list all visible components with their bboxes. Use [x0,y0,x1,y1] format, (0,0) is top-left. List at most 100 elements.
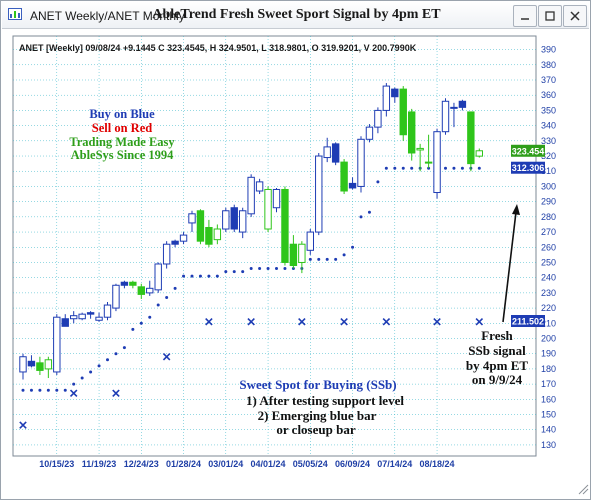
candle [467,111,475,172]
candle-body [247,176,255,215]
candle-body [416,147,424,151]
x-marker-stroke [433,318,441,326]
candle [475,148,484,158]
x-marker-stroke [247,318,255,326]
legend-buy: Buy on Blue [89,107,155,121]
x-marker [19,421,27,429]
signal-arrow-line [502,211,517,323]
resize-grip[interactable] [578,484,589,495]
legend-trading: Trading Made Easy [69,135,175,149]
candle-body [27,360,36,367]
y-tick-label: 300 [541,181,556,191]
ohlc-info-line: ANET [Weekly] 09/08/24 +9.1445 C 323.454… [19,43,417,53]
y-tick-label: 330 [541,136,556,146]
y-tick-label: 230 [541,288,556,298]
stop-dot [275,267,278,271]
candle-body [281,188,289,263]
candle [171,239,179,248]
minimize-icon [521,18,529,20]
close-icon [570,11,580,21]
minimize-button[interactable] [513,5,537,27]
candle [281,186,289,266]
stop-dot [283,267,287,271]
x-marker-stroke [475,318,484,326]
x-markers [19,318,526,429]
candle [441,98,450,135]
signal-line2: SSb signal [468,343,526,358]
x-marker [433,318,441,326]
x-marker-stroke [298,318,306,326]
candle-body [399,88,407,136]
y-tick-label: 350 [541,105,556,115]
y-tick-label: 260 [541,242,556,252]
stop-dot [173,286,177,290]
candle-body [129,281,137,286]
close-button[interactable] [563,5,587,27]
candle [424,134,433,169]
candle-body [171,240,179,245]
candle [61,314,69,327]
candle [365,124,374,143]
x-marker-stroke [382,318,391,326]
y-tick-label: 150 [541,410,556,420]
candle [213,224,222,245]
y-tick-label: 170 [541,379,556,389]
candle [348,177,357,190]
candle-body [323,146,331,159]
stop-dot [351,245,355,249]
x-marker [475,318,484,326]
candle-body [306,231,315,251]
stop-dot [401,166,405,170]
stop-dot [232,270,236,274]
candle-body [120,281,129,286]
window-titlebar[interactable]: ANET Weekly/ANET Monthly [2,2,589,29]
candle [391,87,399,103]
candle-body [222,210,230,230]
x-axis: 10/15/23 11/19/23 12/24/23 01/28/24 03/01/24… [39,459,454,469]
x-marker [340,318,348,326]
stop-dot [224,270,228,274]
candle-body [467,111,475,165]
stop-dot [97,364,101,368]
stop-dot [249,267,253,271]
sweet-spot-line1: 1) After testing support level [246,393,404,408]
x-tick-label: 01/28/24 [166,459,201,469]
candle-body [162,243,171,265]
sweet-spot-annotation: Sweet Spot for Buying (SSb) 1) After tes… [239,377,404,437]
stop-dot [165,295,169,299]
candle [272,187,281,213]
candle-body [196,210,205,242]
signal-line3: by 4pm ET [466,358,528,373]
candle-body [255,181,264,192]
y-tick-label: 140 [541,425,556,435]
candle-body [408,111,416,154]
y-tick-label: 340 [541,121,556,131]
x-marker-stroke [19,421,27,429]
candle-body [239,210,247,233]
x-marker-stroke [112,389,120,398]
candle [179,232,188,245]
y-tick-label: 280 [541,212,556,222]
stop-dot [198,274,202,278]
legend-notes: Buy on Blue Sell on Red Trading Made Eas… [69,107,175,162]
candle [357,136,365,193]
candle [323,137,331,163]
candle [86,311,95,319]
candle [315,152,323,236]
maximize-button[interactable] [538,5,562,27]
window-title: ANET Weekly/ANET Monthly [30,9,185,23]
candle [458,99,467,111]
stop-dot [460,166,464,170]
stop-dot [46,388,50,392]
candle-body [374,109,382,128]
legend-since: AbleSys Since 1994 [71,148,175,162]
x-marker-stroke [69,389,78,398]
candle [205,219,213,248]
x-tick-label: 03/01/24 [208,459,243,469]
x-marker [205,318,213,326]
candle-body [95,316,103,321]
candle [222,207,230,233]
candle-body [458,100,467,108]
stop-dot [29,388,33,392]
